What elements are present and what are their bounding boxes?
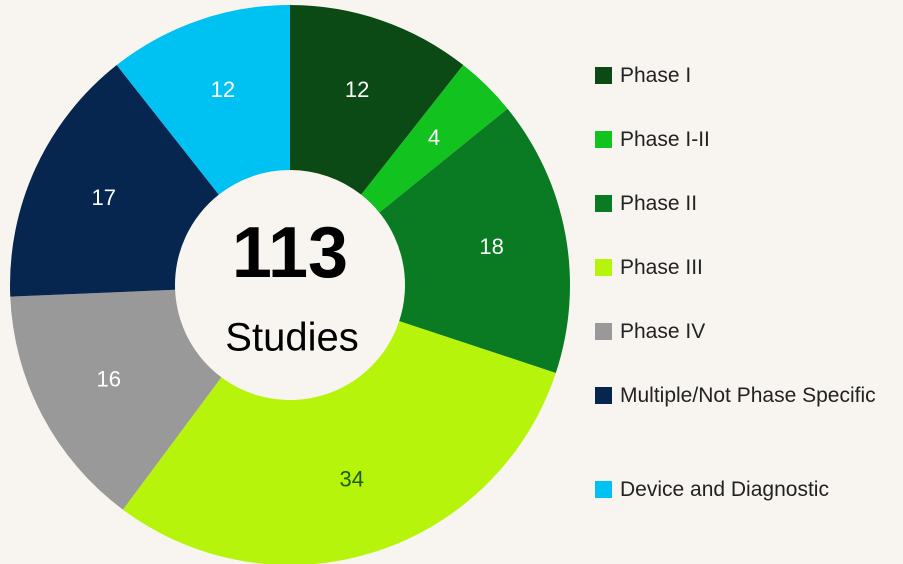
- chart: 113 Studies 12 4 18 34 16 17 12: [9, 5, 570, 564]
- legend-swatch: [595, 323, 612, 340]
- legend-label: Phase III: [620, 256, 703, 279]
- data-label: 17: [91, 185, 115, 210]
- legend-label: Phase I: [620, 64, 692, 87]
- legend-swatch: [595, 195, 612, 212]
- legend-item: Phase IV: [595, 320, 895, 384]
- slice: [116, 5, 290, 195]
- legend-label: Phase II: [620, 192, 698, 215]
- slice: [379, 108, 570, 374]
- legend-item: Phase I: [595, 64, 895, 128]
- legend-swatch: [595, 67, 612, 84]
- data-label: 18: [479, 234, 503, 259]
- center-label: Studies: [225, 316, 358, 360]
- slice: [10, 289, 222, 510]
- slice: [361, 65, 508, 213]
- legend-label: Phase IV: [620, 320, 706, 343]
- slice: [122, 321, 556, 564]
- slice: [9, 65, 219, 297]
- data-label: 12: [345, 77, 369, 102]
- data-label: 12: [211, 77, 235, 102]
- center-value: 113: [232, 213, 348, 293]
- slice: [290, 5, 464, 195]
- legend-item: Phase I-II: [595, 128, 895, 192]
- legend-item: Phase II: [595, 192, 895, 256]
- data-label: 16: [97, 367, 121, 392]
- legend-item: Phase III: [595, 256, 895, 320]
- legend-swatch: [595, 387, 612, 404]
- legend: Phase I Phase I-II Phase II Phase III Phase …: [595, 64, 895, 542]
- data-label: 4: [428, 125, 440, 150]
- legend-swatch: [595, 259, 612, 276]
- legend-item: Device and Diagnostic: [595, 478, 895, 542]
- legend-swatch: [595, 131, 612, 148]
- legend-swatch: [595, 481, 612, 498]
- legend-label: Multiple/Not Phase Specific: [620, 384, 876, 407]
- legend-label: Device and Diagnostic: [620, 478, 829, 501]
- data-label: 34: [339, 466, 363, 491]
- legend-item: Multiple/Not Phase Specific: [595, 384, 895, 478]
- legend-label: Phase I-II: [620, 128, 710, 151]
